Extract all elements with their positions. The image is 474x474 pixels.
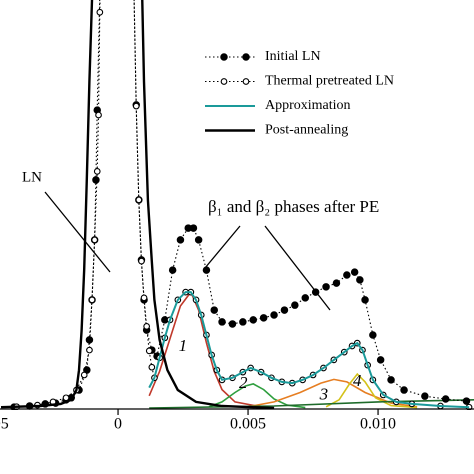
pointer-line	[44, 191, 111, 273]
data-point	[168, 266, 177, 274]
data-point	[143, 323, 150, 330]
data-point	[86, 346, 93, 354]
data-point	[350, 268, 359, 276]
data-point	[462, 397, 471, 405]
data-point	[301, 294, 310, 302]
data-point	[95, 111, 102, 119]
data-point	[189, 224, 198, 232]
data-point	[176, 236, 185, 244]
annotation: β₁ and β₂ phases after PE	[208, 197, 379, 216]
data-point	[369, 331, 377, 339]
pointer-line	[204, 225, 241, 269]
data-point	[322, 283, 330, 291]
component-line	[208, 383, 306, 409]
plot-area	[0, 0, 474, 410]
data-point	[270, 311, 278, 319]
legend-marker	[242, 53, 250, 61]
series-line	[13, 0, 467, 408]
data-point	[135, 196, 143, 204]
data-point	[218, 318, 226, 326]
data-point	[280, 306, 289, 314]
data-point	[91, 236, 98, 244]
legend-label: Initial LN	[265, 49, 321, 64]
data-point	[194, 236, 203, 244]
data-point	[356, 276, 364, 284]
data-point	[361, 296, 369, 304]
legend-marker	[220, 53, 228, 61]
legend-marker	[242, 78, 250, 85]
component-line	[325, 372, 418, 409]
component-line	[149, 399, 474, 409]
component-label: 2	[239, 373, 248, 392]
component-label: 4	[353, 371, 362, 390]
data-point	[96, 8, 104, 16]
data-point	[249, 316, 258, 324]
data-point	[332, 279, 341, 287]
data-point	[210, 306, 218, 314]
data-point	[376, 356, 385, 364]
pointer-line	[264, 225, 331, 311]
data-point	[88, 296, 96, 304]
data-point	[421, 392, 429, 400]
data-point	[311, 288, 320, 296]
component-line	[247, 378, 418, 408]
data-point	[93, 168, 101, 175]
legend-label: Approximation	[265, 98, 351, 113]
data-point	[343, 271, 351, 279]
data-point	[85, 336, 94, 344]
data-point	[259, 314, 268, 322]
data-point	[145, 347, 153, 355]
data-point	[92, 176, 100, 184]
data-point	[202, 266, 211, 274]
component-label: 1	[179, 336, 188, 355]
data-point	[291, 301, 299, 309]
data-point	[132, 102, 140, 110]
legend-label: Thermal pretreated LN	[265, 74, 394, 89]
data-point	[62, 394, 70, 402]
data-point	[148, 363, 156, 371]
x-tick-label: 0	[114, 416, 122, 433]
data-point	[80, 371, 88, 379]
series-line	[0, 0, 275, 410]
x-tick-label: 0.005	[230, 416, 266, 433]
legend-label: Post-annealing	[265, 123, 348, 138]
data-point	[400, 386, 408, 394]
annotation: LN	[22, 169, 42, 185]
data-point	[239, 318, 247, 326]
x-tick-label: -0.005	[0, 416, 9, 433]
data-point	[441, 395, 450, 403]
data-point	[138, 257, 145, 265]
data-point	[387, 376, 395, 384]
data-point	[228, 320, 237, 328]
data-point	[140, 294, 148, 302]
series-line	[148, 291, 470, 409]
component-label: 3	[319, 384, 329, 403]
legend-marker	[220, 78, 228, 85]
x-tick-label: 0.010	[360, 416, 396, 433]
